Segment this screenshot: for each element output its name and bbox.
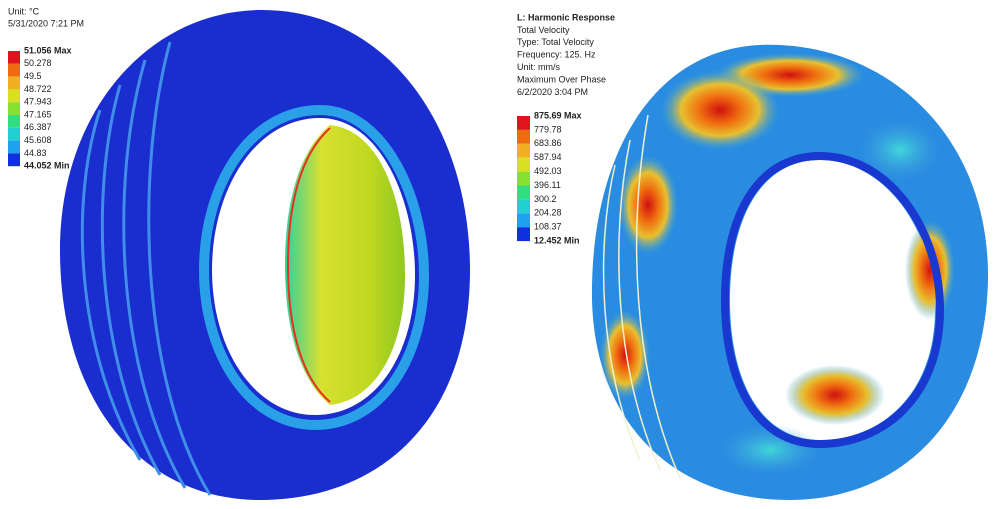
legend-label: 44.052 Min xyxy=(24,161,70,171)
legend-swatch xyxy=(517,116,530,130)
legend-label: 49.5 xyxy=(24,71,42,81)
hotspot xyxy=(905,220,955,320)
info-line: Total Velocity xyxy=(517,25,570,35)
hotspot xyxy=(785,365,885,425)
legend-swatch xyxy=(517,171,530,186)
right-tire xyxy=(591,44,989,500)
legend-swatch xyxy=(8,115,20,128)
legend-swatch xyxy=(8,153,20,167)
legend-label: 396.11 xyxy=(534,180,561,190)
legend-label: 46.387 xyxy=(24,122,52,132)
legend-swatch xyxy=(8,51,20,64)
legend-label: 587.94 xyxy=(534,152,562,162)
legend-label: 204.28 xyxy=(534,208,562,218)
legend-swatch xyxy=(517,227,530,242)
left-tire xyxy=(60,10,470,500)
legend-swatch xyxy=(517,199,530,214)
legend-label: 12.452 Min xyxy=(534,235,580,245)
legend-label: 779.78 xyxy=(534,124,562,134)
info-line: Frequency: 125. Hz xyxy=(517,50,596,60)
panel-title: L: Harmonic Response xyxy=(517,12,615,22)
legend-swatch xyxy=(517,143,530,158)
legend-label: 108.37 xyxy=(534,222,562,232)
info-line: Unit: °C xyxy=(8,6,40,16)
hotspot xyxy=(660,70,780,150)
inner-bands xyxy=(286,127,331,403)
legend-swatch xyxy=(517,129,530,144)
info-line: 5/31/2020 7:21 PM xyxy=(8,18,84,28)
legend-label: 51.056 Max xyxy=(24,45,72,55)
legend-label: 50.278 xyxy=(24,58,52,68)
legend-swatch xyxy=(8,63,20,77)
info-line: 6/2/2020 3:04 PM xyxy=(517,87,588,97)
legend-swatch xyxy=(517,185,530,200)
legend-swatch xyxy=(8,89,20,103)
rim-band xyxy=(198,104,430,431)
hotspot xyxy=(600,310,650,400)
hotspot xyxy=(618,155,678,255)
legend-swatch xyxy=(517,213,530,228)
tread-stripes xyxy=(80,41,212,496)
legend-label: 48.722 xyxy=(24,84,52,94)
legend-label: 47.943 xyxy=(24,97,52,107)
inner-surface xyxy=(285,125,405,405)
legend-label: 300.2 xyxy=(534,194,557,204)
legend-label: 44.83 xyxy=(24,148,47,158)
right-legend-panel: L: Harmonic Response Total Velocity Type: … xyxy=(517,12,615,245)
info-line: Maximum Over Phase xyxy=(517,74,606,84)
legend-label: 683.86 xyxy=(534,138,562,148)
inner-edge xyxy=(720,151,945,449)
cyan-spot xyxy=(860,120,940,180)
legend-swatch xyxy=(8,102,20,115)
legend-label: 45.608 xyxy=(24,135,52,145)
legend-label: 47.165 xyxy=(24,109,52,119)
info-line: Unit: mm/s xyxy=(517,62,561,72)
left-legend-panel: Unit: °C 5/31/2020 7:21 PM 51.056 Max 50.27… xyxy=(8,6,84,171)
legend-label: 875.69 Max xyxy=(534,110,582,120)
tread-stripes xyxy=(602,114,681,479)
legend-swatch xyxy=(8,76,20,90)
legend-swatch xyxy=(8,127,20,141)
legend-label: 492.03 xyxy=(534,166,562,176)
legend-swatch xyxy=(8,140,20,154)
legend-swatch xyxy=(517,157,530,172)
info-line: Type: Total Velocity xyxy=(517,37,594,47)
